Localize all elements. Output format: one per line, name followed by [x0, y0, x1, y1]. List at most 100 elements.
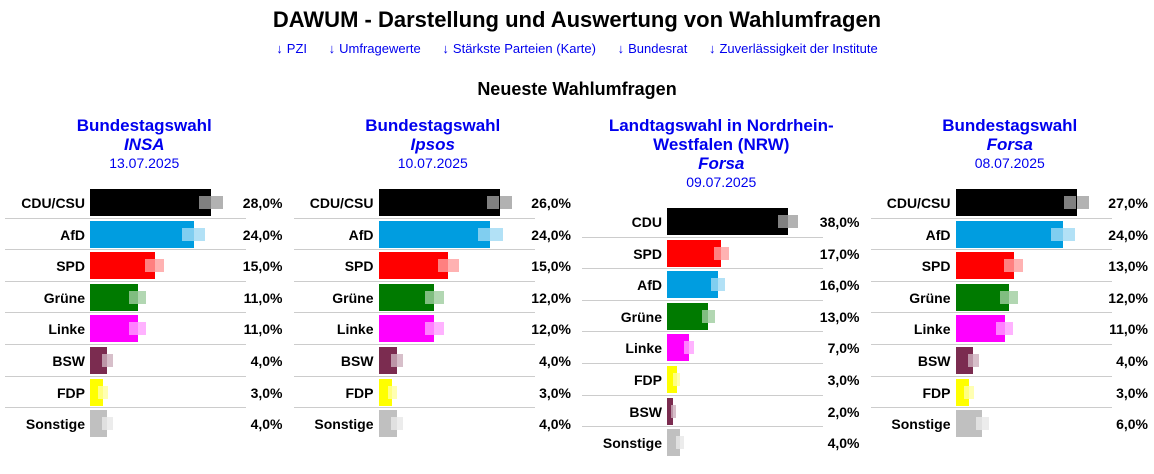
poll-chart: Bundestagswahl Forsa 08.07.2025 CDU/CSU …: [866, 116, 1154, 459]
error-margin-marker-inner: [425, 291, 434, 304]
party-row: BSW 2,0%: [577, 396, 866, 428]
party-label: CDU/CSU: [0, 195, 85, 211]
nav-link-label: Umfragewerte: [339, 41, 421, 56]
poll-chart-header: Bundestagswahl INSA 13.07.2025: [0, 116, 289, 172]
election-title-link[interactable]: Bundestagswahl: [0, 116, 289, 135]
error-margin-marker-outer: [1063, 228, 1075, 241]
party-label: AfD: [0, 227, 85, 243]
party-label: AfD: [577, 277, 662, 293]
party-value: 4,0%: [251, 416, 283, 432]
party-value: 24,0%: [531, 227, 571, 243]
nav-link-bundesrat[interactable]: ↓Bundesrat: [618, 41, 688, 56]
party-value: 3,0%: [539, 385, 571, 401]
party-value: 11,0%: [244, 321, 283, 337]
error-margin-marker-inner: [1051, 228, 1063, 241]
party-row: AfD 24,0%: [0, 219, 289, 251]
error-margin-marker-inner: [129, 291, 137, 304]
institute-name-link[interactable]: INSA: [0, 135, 289, 154]
poll-chart: Landtagswahl in Nordrhein- Westfalen (NR…: [577, 116, 866, 459]
party-value: 38,0%: [820, 214, 860, 230]
error-margin-marker-inner: [711, 278, 718, 291]
nav-link-label: Zuverlässigkeit der Institute: [719, 41, 877, 56]
error-margin-marker-outer: [1077, 196, 1089, 209]
party-row: FDP 3,0%: [577, 364, 866, 396]
party-label: Linke: [577, 340, 662, 356]
election-title-link[interactable]: Bundestagswahl: [866, 116, 1154, 135]
down-arrow-icon: ↓: [276, 41, 283, 56]
error-margin-marker-inner: [1064, 196, 1076, 209]
nav-link-pzi[interactable]: ↓PZI: [276, 41, 307, 56]
error-margin-marker-inner: [1000, 291, 1009, 304]
party-row: Sonstige 4,0%: [577, 427, 866, 459]
party-row: FDP 3,0%: [289, 377, 578, 409]
institute-name-link[interactable]: Forsa: [577, 154, 866, 173]
party-value: 4,0%: [539, 416, 571, 432]
party-value: 11,0%: [1109, 321, 1148, 337]
party-row: Linke 7,0%: [577, 332, 866, 364]
nav-link-umfragewerte[interactable]: ↓Umfragewerte: [329, 41, 421, 56]
party-row: Grüne 12,0%: [866, 282, 1154, 314]
error-margin-marker-outer: [434, 322, 443, 335]
error-margin-marker-outer: [677, 373, 680, 386]
poll-chart-header: Landtagswahl in Nordrhein- Westfalen (NR…: [577, 116, 866, 191]
error-margin-marker-outer: [138, 322, 146, 335]
party-value: 27,0%: [1108, 195, 1148, 211]
error-margin-marker-outer: [1005, 322, 1014, 335]
error-margin-marker-outer: [107, 354, 112, 367]
error-margin-marker-inner: [425, 322, 434, 335]
nav-link-zuverlaessigkeit-der-institute[interactable]: ↓Zuverlässigkeit der Institute: [709, 41, 878, 56]
error-margin-marker-outer: [721, 247, 728, 260]
party-label: FDP: [577, 372, 662, 388]
error-margin-marker-outer: [107, 417, 112, 430]
poll-date-link[interactable]: 13.07.2025: [0, 154, 289, 172]
party-label: Grüne: [289, 290, 374, 306]
poll-date-link[interactable]: 08.07.2025: [866, 154, 1154, 172]
party-row: FDP 3,0%: [866, 377, 1154, 409]
error-margin-marker-inner: [145, 259, 155, 272]
party-bar: [90, 189, 211, 216]
nav-link-label: Stärkste Parteien (Karte): [453, 41, 596, 56]
poll-chart-header: Bundestagswahl Forsa 08.07.2025: [866, 116, 1154, 172]
party-rows: CDU 38,0% SPD 17,0% AfD 16,0% Grüne: [577, 206, 866, 459]
party-value: 13,0%: [1108, 258, 1148, 274]
error-margin-marker-outer: [788, 215, 798, 228]
party-row: CDU/CSU 26,0%: [289, 187, 578, 219]
party-bar: [379, 189, 500, 216]
election-title-link[interactable]: Bundestagswahl: [289, 116, 578, 135]
party-value: 15,0%: [243, 258, 283, 274]
page-title: DAWUM - Darstellung und Auswertung von W…: [0, 8, 1154, 32]
poll-date-link[interactable]: 09.07.2025: [577, 173, 866, 191]
error-margin-marker-outer: [673, 405, 676, 418]
party-row: SPD 15,0%: [289, 250, 578, 282]
party-row: BSW 4,0%: [0, 345, 289, 377]
party-label: BSW: [577, 404, 662, 420]
party-value: 26,0%: [531, 195, 571, 211]
party-value: 3,0%: [251, 385, 283, 401]
party-rows: CDU/CSU 28,0% AfD 24,0% SPD 15,0% Grüne: [0, 187, 289, 440]
party-label: Sonstige: [289, 416, 374, 432]
party-value: 4,0%: [251, 353, 283, 369]
error-margin-marker-inner: [1004, 259, 1013, 272]
election-title-link[interactable]: Landtagswahl in Nordrhein- Westfalen (NR…: [577, 116, 866, 154]
party-value: 7,0%: [828, 340, 860, 356]
party-row: FDP 3,0%: [0, 377, 289, 409]
error-margin-marker-outer: [708, 310, 715, 323]
party-value: 4,0%: [1116, 353, 1148, 369]
party-row: AfD 16,0%: [577, 269, 866, 301]
error-margin-marker-outer: [103, 386, 108, 399]
party-value: 4,0%: [828, 435, 860, 451]
error-margin-marker-inner: [199, 196, 211, 209]
page-header: DAWUM - Darstellung und Auswertung von W…: [0, 8, 1154, 99]
party-label: BSW: [866, 353, 951, 369]
party-value: 15,0%: [531, 258, 571, 274]
party-label: SPD: [577, 246, 662, 262]
party-label: Grüne: [866, 290, 951, 306]
error-margin-marker-inner: [976, 417, 983, 430]
institute-name-link[interactable]: Ipsos: [289, 135, 578, 154]
nav-link-staerkste-parteien-karte[interactable]: ↓Stärkste Parteien (Karte): [442, 41, 596, 56]
institute-name-link[interactable]: Forsa: [866, 135, 1154, 154]
poll-date-link[interactable]: 10.07.2025: [289, 154, 578, 172]
error-margin-marker-inner: [487, 196, 500, 209]
error-margin-marker-outer: [155, 259, 165, 272]
error-margin-marker-outer: [1009, 291, 1018, 304]
